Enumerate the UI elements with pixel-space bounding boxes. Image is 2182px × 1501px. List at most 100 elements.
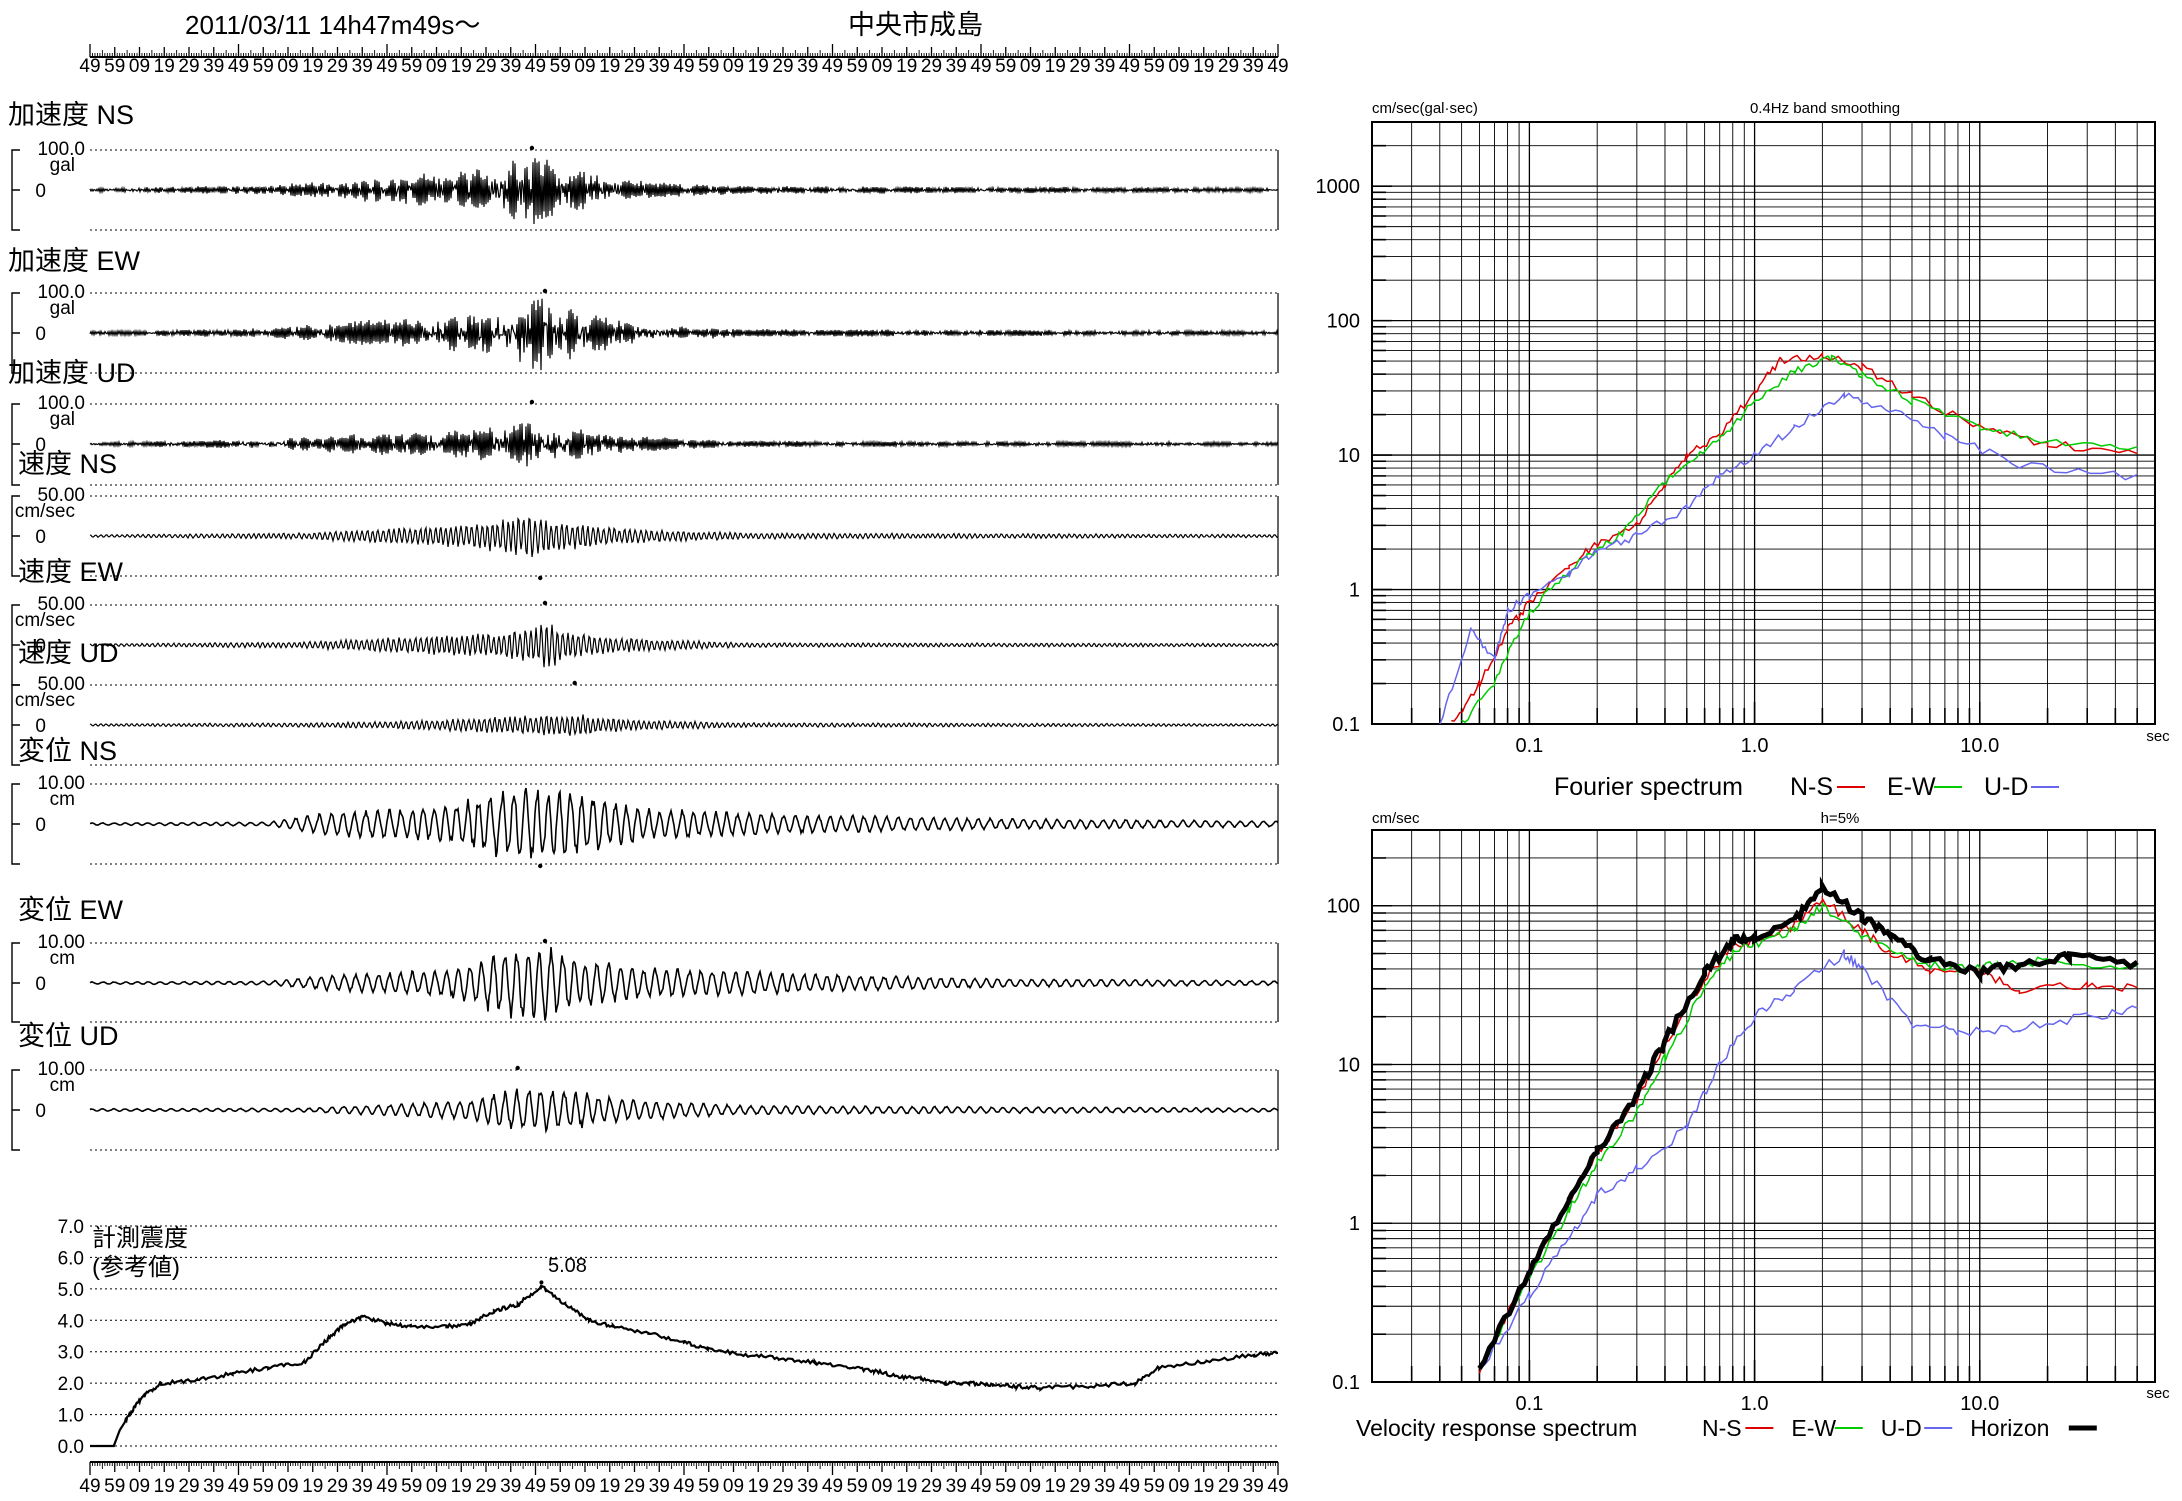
time-tick-label: 09: [574, 1476, 595, 1497]
waveform-bracket: [11, 149, 20, 231]
time-tick-label: 19: [896, 56, 917, 77]
waveform-peak-marker: [542, 938, 548, 944]
spectrum-x-tick-label: 1.0: [1741, 735, 1769, 757]
spectrum-y-tick-label: 1: [1349, 580, 1360, 602]
time-tick-label: 59: [995, 56, 1016, 77]
intensity-tick-label: 5.0: [58, 1280, 84, 1301]
spectrum-y-tick-label: 100: [1327, 896, 1360, 918]
time-tick-label: 29: [1069, 1476, 1090, 1497]
waveform-trace: [89, 787, 1279, 859]
time-tick-label: 19: [1045, 1476, 1066, 1497]
time-tick-label: 39: [352, 56, 373, 77]
intensity-tick-label: 6.0: [58, 1248, 84, 1269]
spectrum-y-tick-label: 100: [1327, 311, 1360, 333]
record-datetime: 2011/03/11 14h47m49s〜: [185, 10, 480, 40]
waveform-unit: cm/sec: [15, 610, 75, 631]
time-tick-label: 59: [253, 1476, 274, 1497]
waveform-scale: 10.00: [37, 1059, 85, 1080]
top-time-axis: 49 59 09 19 29 39 49 59 09 19 29 39 49 59 09 19 29 39 49 59…: [79, 44, 1289, 77]
spectrum-y-tick-label: 1000: [1316, 176, 1361, 198]
spectrum-frame: [1371, 829, 2156, 1383]
time-tick-label: 29: [475, 1476, 496, 1497]
spectrum-y-tick-label: 10: [1338, 445, 1360, 467]
time-tick-label: 59: [104, 1476, 125, 1497]
spectrum-y-tick-label: 0.1: [1332, 1372, 1360, 1394]
waveform-trace: [89, 1088, 1279, 1135]
fourier-xlabel: sec: [2146, 728, 2170, 745]
time-tick-label: 09: [1168, 1476, 1189, 1497]
time-tick-label: 49: [822, 56, 843, 77]
time-tick-label: 19: [302, 56, 323, 77]
waveform-peak-marker: [542, 600, 548, 606]
spectrum-x-tick-label: 0.1: [1515, 1393, 1543, 1415]
spectrum-x-tick-label: 0.1: [1515, 735, 1543, 757]
time-tick-label: 39: [649, 1476, 670, 1497]
time-tick-label: 49: [673, 1476, 694, 1497]
waveform-unit: gal: [50, 155, 75, 176]
time-tick-label: 29: [327, 1476, 348, 1497]
legend-label-horizon: Horizon: [1970, 1415, 2049, 1441]
waveform-label: 速度 EW: [18, 557, 124, 587]
time-tick-label: 09: [129, 56, 150, 77]
intensity-title: 計測震度: [92, 1225, 188, 1252]
spectrum-series-ew: [1461, 354, 2138, 724]
time-tick-label: 59: [847, 1476, 868, 1497]
spectrum-series-ud: [1439, 391, 2138, 725]
time-tick-label: 19: [1045, 56, 1066, 77]
time-tick-label: 29: [327, 56, 348, 77]
time-tick-label: 19: [451, 1476, 472, 1497]
legend-label-ew: E-W: [1887, 773, 1936, 801]
time-tick-label: 09: [1020, 56, 1041, 77]
spectrum-x-tick-label: 10.0: [1960, 1393, 1999, 1415]
waveform-trace: [89, 624, 1279, 668]
intensity-tick-label: 2.0: [58, 1374, 84, 1395]
spectrum-series-horizon: [1477, 876, 2139, 1370]
waveform-peak-marker: [572, 680, 577, 686]
spectrum-y-tick-label: 10: [1338, 1054, 1360, 1076]
waveform-zero-label: 0: [35, 435, 46, 456]
time-tick-label: 09: [871, 56, 892, 77]
waveform-zero-label: 0: [35, 716, 46, 737]
time-tick-label: 59: [401, 1476, 422, 1497]
waveform-bracket: [11, 942, 20, 1023]
time-tick-label: 29: [624, 56, 645, 77]
station-name: 中央市成島: [848, 10, 983, 40]
fourier-legend-title: Fourier spectrum: [1554, 773, 1743, 801]
time-tick-label: 49: [228, 56, 249, 77]
time-tick-label: 39: [1094, 1476, 1115, 1497]
time-tick-label: 49: [1119, 1476, 1140, 1497]
time-tick-label: 49: [228, 1476, 249, 1497]
waveform-label: 加速度 EW: [8, 246, 141, 276]
time-tick-label: 59: [550, 56, 571, 77]
intensity-tick-label: 7.0: [58, 1217, 84, 1238]
time-tick-label: 59: [847, 56, 868, 77]
waveform-scale: 10.00: [37, 773, 85, 794]
time-tick-label: 09: [723, 1476, 744, 1497]
waveform-trace: [89, 158, 1279, 225]
time-tick-label: 49: [970, 1476, 991, 1497]
spectrum-series-ns: [1478, 895, 2138, 1374]
time-tick-label: 09: [871, 1476, 892, 1497]
waveform-scale: 100.0: [37, 393, 85, 414]
time-tick-label: 09: [129, 1476, 150, 1497]
time-tick-label: 09: [277, 56, 298, 77]
waveform-scale: 100.0: [37, 139, 85, 160]
waveform-unit: cm: [50, 1075, 75, 1096]
waveform-label: 速度 NS: [18, 449, 117, 479]
intensity-tick-label: 1.0: [58, 1406, 84, 1427]
response-ylabel: cm/sec: [1372, 810, 1420, 827]
time-tick-label: 09: [723, 56, 744, 77]
waveform-unit: cm/sec: [15, 501, 75, 522]
time-tick-label: 29: [772, 56, 793, 77]
waveform-scale: 10.00: [37, 932, 85, 953]
time-tick-label: 59: [1144, 56, 1165, 77]
waveform-label: 速度 UD: [18, 638, 119, 668]
time-tick-label: 19: [748, 56, 769, 77]
legend-label-ew: E-W: [1791, 1415, 1836, 1441]
